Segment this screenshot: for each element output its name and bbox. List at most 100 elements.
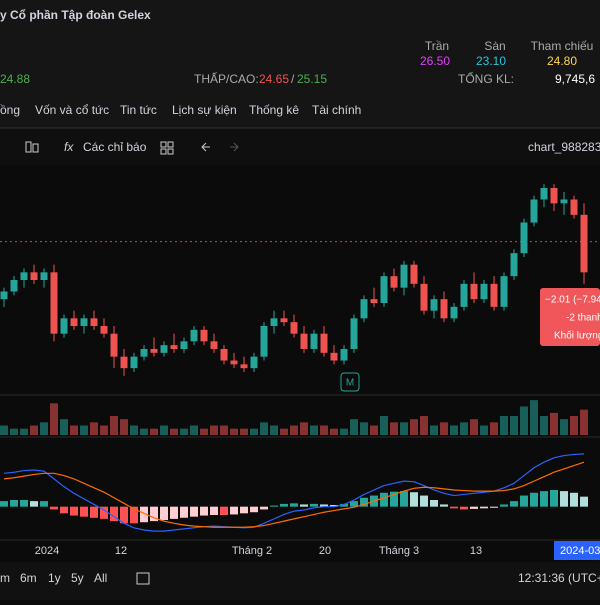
volume-bar [400, 422, 408, 435]
macd-hist [240, 506, 248, 514]
sep: / [291, 72, 295, 86]
candle-body [440, 299, 448, 319]
candle-body [300, 333, 308, 349]
range-button[interactable]: All [94, 571, 107, 585]
candle-body [470, 283, 478, 300]
floor: 23.10 [476, 54, 506, 68]
macd-hist [330, 505, 338, 507]
volume-bar [580, 409, 588, 435]
candle-body [390, 276, 398, 288]
layout-icon[interactable] [160, 141, 174, 155]
candle-body [580, 214, 588, 273]
candle-body [80, 318, 88, 326]
volume-bar [510, 416, 518, 435]
tab[interactable]: Lịch sự kiện [172, 103, 237, 117]
candle-icon[interactable] [32, 143, 39, 153]
macd-hist [10, 500, 18, 507]
candle-body [330, 352, 338, 361]
label: THẤP/CAO: [194, 71, 259, 86]
ranges: m 6m 1y 5y All [0, 571, 107, 585]
volume-bar [360, 422, 368, 435]
tab[interactable]: Tin tức [120, 103, 157, 117]
candle-body [50, 272, 58, 334]
macd-hist [560, 491, 568, 507]
macd-hist [570, 492, 578, 507]
range-button[interactable]: 5y [71, 571, 84, 585]
macd-hist [280, 503, 288, 507]
macd-hist [320, 504, 328, 507]
candle-body [240, 364, 248, 369]
ref: 24.80 [547, 54, 577, 68]
range-button[interactable]: m [0, 571, 10, 585]
macd-hist [160, 506, 168, 520]
fx-icon[interactable]: fx [64, 140, 74, 154]
macd-hist [230, 506, 238, 515]
label: TỔNG KL: [458, 71, 514, 86]
volume-bar [220, 425, 228, 435]
tab[interactable]: Vốn và cổ tức [35, 103, 109, 117]
macd-hist [460, 506, 468, 510]
undo[interactable] [201, 142, 210, 152]
volume-bar [210, 425, 218, 435]
candle-body [400, 264, 408, 288]
candle-body [490, 283, 498, 307]
tab[interactable]: ồng [0, 103, 20, 117]
candle-body [360, 299, 368, 319]
candle-body [320, 333, 328, 353]
range-button[interactable]: 6m [20, 571, 37, 585]
candle-body [480, 283, 488, 300]
candle-body [420, 283, 428, 311]
range-button[interactable]: 1y [48, 571, 61, 585]
candle-body [340, 349, 348, 361]
indicators[interactable]: Các chỉ báo [83, 140, 147, 154]
volume-bar [60, 419, 68, 435]
tabs: ồng Vốn và cổ tức Tin tức Lịch sự kiện Thống… [0, 103, 361, 117]
volume-bar [460, 422, 468, 435]
macd-hist [0, 501, 8, 507]
macd-hist [540, 491, 548, 507]
candle-body [290, 322, 298, 334]
volume-bar [410, 419, 418, 435]
candle-body [150, 349, 158, 353]
volume-bar [90, 422, 98, 435]
candle-body [410, 264, 418, 284]
macd-hist [500, 504, 508, 507]
macd-hist [110, 506, 118, 522]
macd-hist [360, 497, 368, 507]
volume-bar [250, 428, 258, 435]
macd-hist [470, 506, 478, 509]
volume-bar [450, 425, 458, 435]
macd-hist [260, 506, 268, 510]
candle-body [350, 318, 358, 349]
tab[interactable]: Thống kê [249, 103, 299, 117]
volume-bar [100, 425, 108, 435]
volume-bar [150, 428, 158, 435]
tab[interactable]: Tài chính [312, 103, 361, 117]
volume-bar [440, 422, 448, 435]
calendar-icon[interactable] [136, 572, 150, 585]
candle-body [560, 199, 568, 204]
candle-body [190, 329, 198, 342]
macd-hist [390, 491, 398, 507]
macd-hist [150, 506, 158, 522]
candle-body [0, 291, 8, 300]
candle-body [130, 356, 138, 369]
volume-bar [260, 422, 268, 435]
volume-bar [390, 422, 398, 435]
marker[interactable] [340, 372, 360, 392]
volume-bar [140, 428, 148, 435]
volume-bar [560, 419, 568, 435]
candle-body [210, 341, 218, 349]
candle-body [110, 333, 118, 357]
tooltip [540, 288, 600, 346]
time-label: Tháng 2 [232, 545, 272, 557]
tooltip-line: −2.01 (−7.94 [545, 295, 600, 306]
candle-body [40, 272, 48, 280]
candle-icon[interactable] [25, 141, 32, 153]
redo[interactable] [230, 142, 239, 152]
plot [0, 184, 600, 532]
chart-name: chart_988283 [528, 140, 600, 154]
macd-hist [120, 506, 128, 524]
macd-hist [420, 495, 428, 507]
candle-body [170, 345, 178, 349]
